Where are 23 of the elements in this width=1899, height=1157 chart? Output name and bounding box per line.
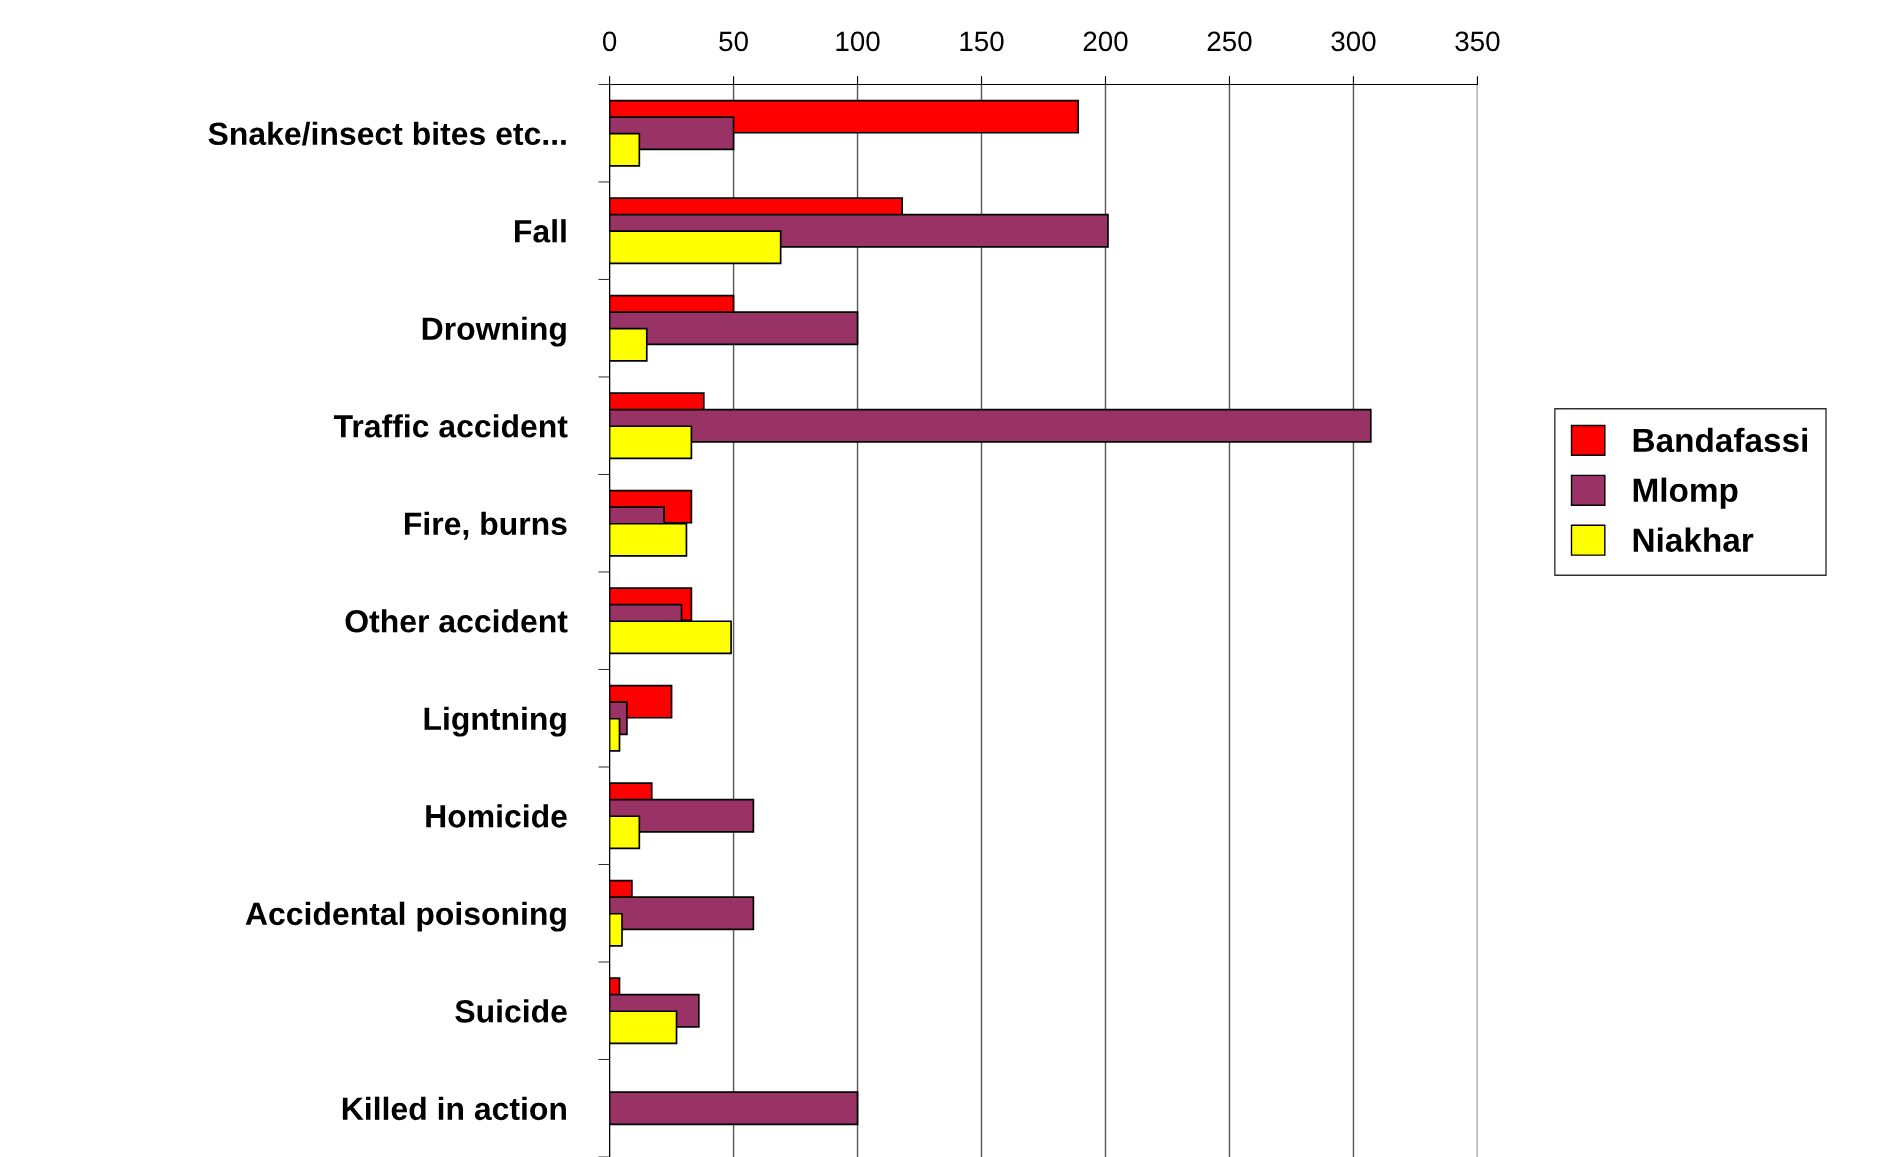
y-tick-label: Ligntning bbox=[424, 706, 566, 737]
y-tick-label: Fall bbox=[515, 219, 566, 243]
legend-label: Bandafassi bbox=[1633, 427, 1807, 453]
y-tick-label: Snake/insect bites etc... bbox=[208, 121, 566, 146]
y-tick-label: Drowning bbox=[422, 316, 566, 347]
x-tick-label: 50 bbox=[719, 31, 748, 52]
legend-label: Niakhar bbox=[1633, 527, 1754, 552]
x-tick-label: 200 bbox=[1083, 31, 1128, 52]
x-tick-label: 0 bbox=[602, 31, 617, 52]
y-tick-label: Accidental poisoning bbox=[245, 901, 566, 932]
y-tick-label: Traffic accident bbox=[333, 414, 568, 438]
x-tick-label: 300 bbox=[1331, 31, 1376, 52]
legend-label: Mlomp bbox=[1633, 477, 1738, 509]
x-tick-label: 250 bbox=[1207, 31, 1252, 52]
y-tick-label: Other accident bbox=[345, 609, 568, 633]
y-tick-label: Suicide bbox=[455, 999, 567, 1023]
y-tick-label: Killed in action bbox=[342, 1096, 566, 1121]
y-tick-label: Fire, burns bbox=[404, 511, 567, 540]
y-tick-label: Homicide bbox=[426, 804, 567, 828]
bar bbox=[609, 1091, 859, 1126]
x-tick-label: 100 bbox=[836, 31, 880, 52]
x-tick-label: 150 bbox=[960, 31, 1004, 52]
x-tick-label: 350 bbox=[1455, 31, 1500, 52]
